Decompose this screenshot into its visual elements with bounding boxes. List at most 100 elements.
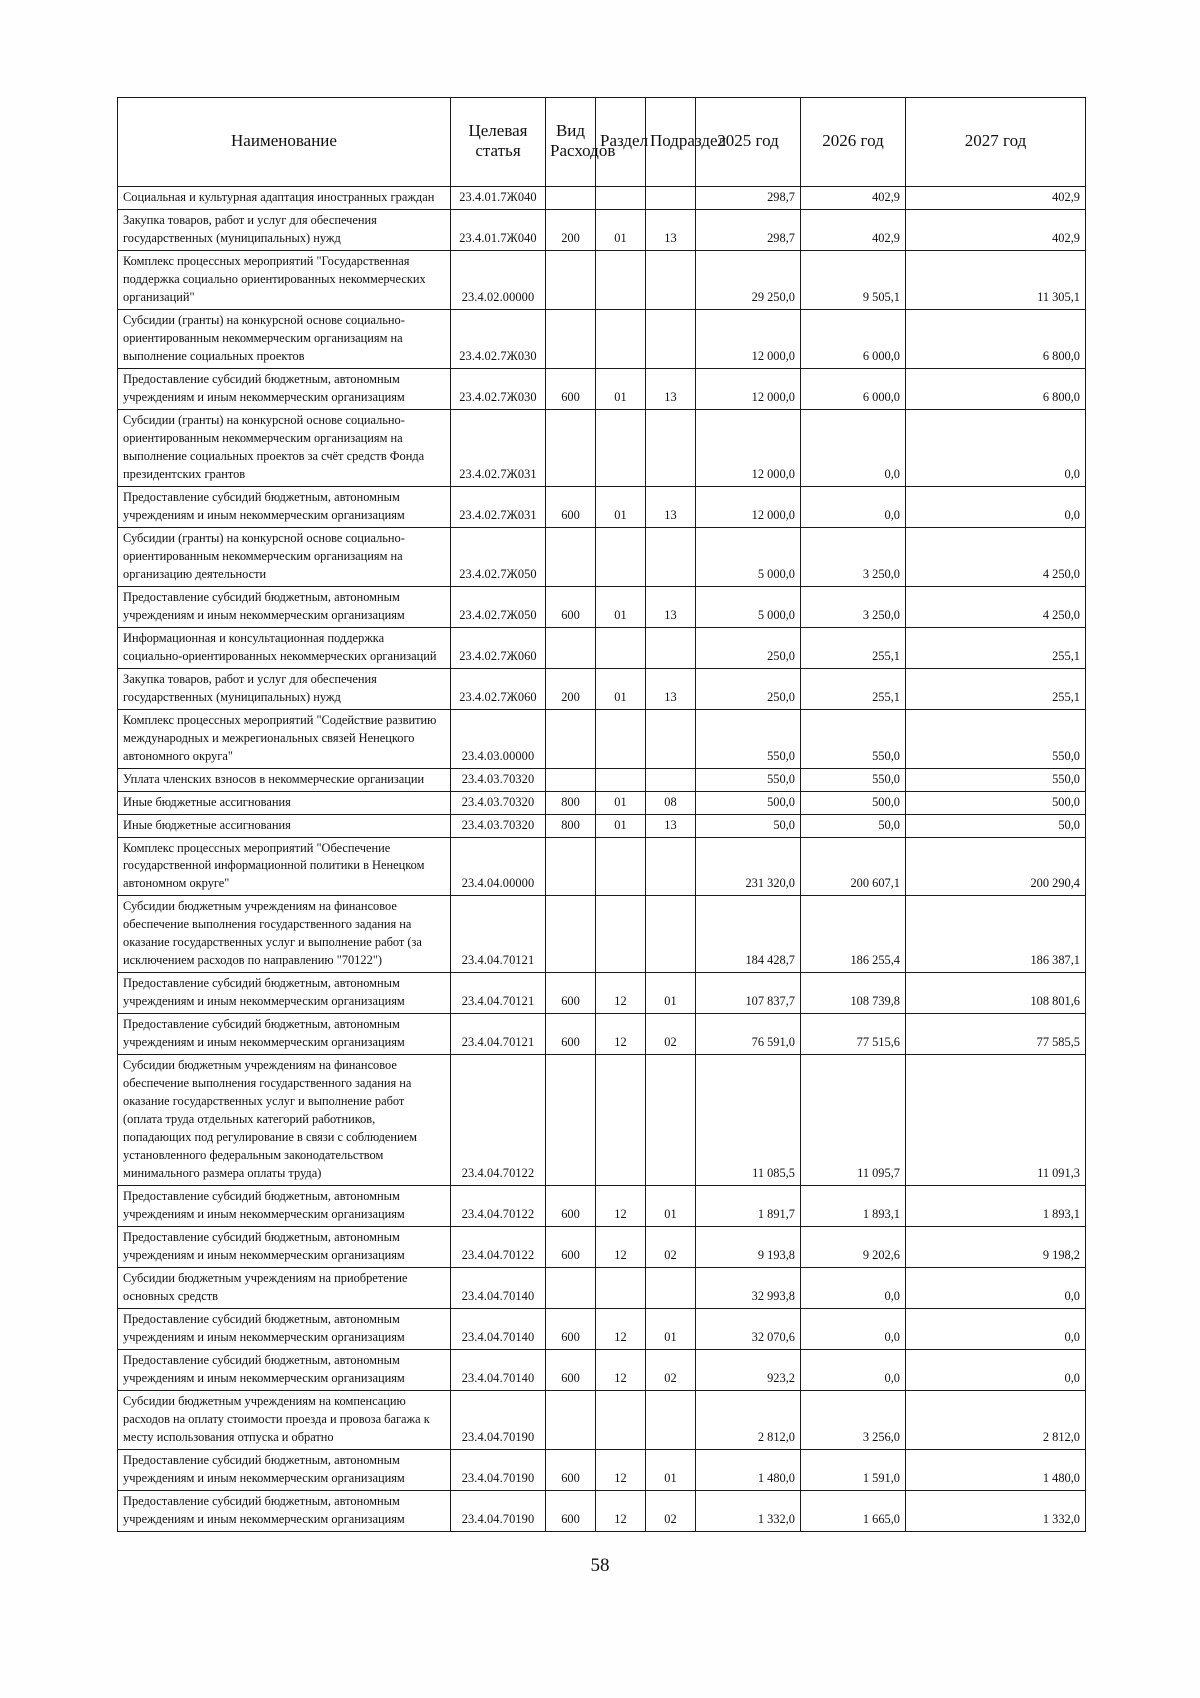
cell-subsection (645, 895, 696, 974)
cell-year-2026: 108 739,8 (800, 972, 906, 1015)
cell-expense-type: 200 (545, 208, 596, 251)
column-header-target-article: Целевая статья (450, 97, 546, 187)
cell-subsection: 08 (645, 790, 696, 815)
cell-subsection (645, 708, 696, 769)
cell-year-2027: 255,1 (905, 667, 1086, 710)
cell-year-2025: 12 000,0 (695, 408, 801, 487)
cell-expense-type: 600 (545, 1308, 596, 1351)
cell-subsection: 02 (645, 1489, 696, 1532)
cell-target-article: 23.4.02.7Ж060 (450, 667, 546, 710)
cell-expense-type (545, 708, 596, 769)
cell-section: 12 (595, 1185, 646, 1228)
table-row: Предоставление субсидий бюджетным, автон… (117, 367, 1086, 410)
cell-target-article: 23.4.02.7Ж050 (450, 585, 546, 628)
cell-target-article: 23.4.04.70140 (450, 1308, 546, 1351)
cell-section: 01 (595, 485, 646, 528)
cell-expense-type: 600 (545, 1349, 596, 1392)
cell-name: Предоставление субсидий бюджетным, автон… (117, 1013, 451, 1056)
cell-subsection: 02 (645, 1013, 696, 1056)
column-header-section: Раздел (595, 97, 648, 187)
cell-target-article: 23.4.04.70121 (450, 1013, 546, 1056)
table-row: Предоставление субсидий бюджетным, автон… (117, 1449, 1086, 1491)
cell-year-2025: 9 193,8 (695, 1226, 801, 1269)
table-row: Информационная и консультационная поддер… (117, 626, 1086, 669)
table-row: Субсидии (гранты) на конкурсной основе с… (117, 526, 1086, 587)
table-row: Социальная и культурная адаптация иностр… (117, 186, 1086, 210)
cell-year-2027: 9 198,2 (905, 1226, 1086, 1269)
table-row: Закупка товаров, работ и услуг для обесп… (117, 667, 1086, 710)
cell-expense-type: 600 (545, 1226, 596, 1269)
cell-name: Предоставление субсидий бюджетным, автон… (117, 485, 451, 528)
table-row: Предоставление субсидий бюджетным, автон… (117, 1185, 1086, 1228)
cell-year-2026: 9 505,1 (800, 249, 906, 310)
table-header-row: Наименование Целевая статья Вид Расходов… (117, 97, 1086, 187)
cell-expense-type (545, 626, 596, 669)
cell-year-2025: 298,7 (695, 208, 801, 251)
cell-year-2025: 5 000,0 (695, 585, 801, 628)
cell-year-2027: 1 332,0 (905, 1489, 1086, 1532)
budget-table: Наименование Целевая статья Вид Расходов… (117, 97, 1086, 1532)
cell-name: Предоставление субсидий бюджетным, автон… (117, 1489, 451, 1532)
cell-year-2027: 186 387,1 (905, 895, 1086, 974)
cell-year-2025: 231 320,0 (695, 836, 801, 897)
cell-subsection (645, 408, 696, 487)
cell-name: Предоставление субсидий бюджетным, автон… (117, 1349, 451, 1392)
cell-year-2025: 11 085,5 (695, 1054, 801, 1187)
table-row: Субсидии бюджетным учреждениям на компен… (117, 1390, 1086, 1451)
table-row: Предоставление субсидий бюджетным, автон… (117, 1013, 1086, 1056)
table-body: Социальная и культурная адаптация иностр… (117, 186, 1086, 1532)
cell-year-2026: 1 893,1 (800, 1185, 906, 1228)
cell-name: Комплекс процессных мероприятий "Обеспеч… (117, 836, 451, 897)
table-row: Субсидии (гранты) на конкурсной основе с… (117, 308, 1086, 369)
cell-year-2025: 29 250,0 (695, 249, 801, 310)
cell-expense-type: 600 (545, 585, 596, 628)
cell-subsection: 13 (645, 367, 696, 410)
cell-subsection (645, 836, 696, 897)
cell-expense-type (545, 767, 596, 792)
cell-name: Закупка товаров, работ и услуг для обесп… (117, 208, 451, 251)
cell-expense-type (545, 836, 596, 897)
cell-target-article: 23.4.01.7Ж040 (450, 208, 546, 251)
cell-target-article: 23.4.04.70122 (450, 1226, 546, 1269)
page-number: 58 (590, 1555, 610, 1576)
cell-target-article: 23.4.04.70122 (450, 1054, 546, 1187)
cell-year-2025: 250,0 (695, 626, 801, 669)
cell-year-2026: 402,9 (800, 208, 906, 251)
cell-expense-type (545, 1054, 596, 1187)
cell-expense-type (545, 186, 596, 210)
cell-year-2025: 550,0 (695, 767, 801, 792)
cell-year-2027: 77 585,5 (905, 1013, 1086, 1056)
cell-year-2026: 3 250,0 (800, 526, 906, 587)
cell-name: Предоставление субсидий бюджетным, автон… (117, 1226, 451, 1269)
cell-year-2026: 0,0 (800, 1267, 906, 1310)
cell-year-2025: 250,0 (695, 667, 801, 710)
cell-section (595, 708, 646, 769)
cell-expense-type (545, 895, 596, 974)
cell-name: Иные бюджетные ассигнования (117, 813, 451, 838)
table-row: Предоставление субсидий бюджетным, автон… (117, 1226, 1086, 1269)
cell-target-article: 23.4.02.7Ж030 (450, 308, 546, 369)
cell-year-2025: 1 480,0 (695, 1449, 801, 1491)
cell-subsection: 02 (645, 1349, 696, 1392)
table-row: Предоставление субсидий бюджетным, автон… (117, 1349, 1086, 1392)
cell-name: Субсидии бюджетным учреждениям на финанс… (117, 895, 451, 974)
cell-year-2026: 77 515,6 (800, 1013, 906, 1056)
cell-name: Предоставление субсидий бюджетным, автон… (117, 1308, 451, 1351)
cell-year-2025: 5 000,0 (695, 526, 801, 587)
cell-target-article: 23.4.04.70140 (450, 1267, 546, 1310)
cell-year-2027: 402,9 (905, 186, 1086, 210)
cell-subsection (645, 1054, 696, 1187)
table-row: Иные бюджетные ассигнования 23.4.03.70320… (117, 813, 1086, 838)
cell-expense-type: 600 (545, 485, 596, 528)
cell-year-2027: 11 305,1 (905, 249, 1086, 310)
column-header-year-2027: 2027 год (905, 97, 1086, 187)
cell-section: 12 (595, 1449, 646, 1491)
cell-subsection (645, 308, 696, 369)
cell-section: 01 (595, 208, 646, 251)
cell-subsection: 01 (645, 1185, 696, 1228)
cell-subsection (645, 1390, 696, 1451)
cell-subsection: 13 (645, 813, 696, 838)
cell-name: Предоставление субсидий бюджетным, автон… (117, 367, 451, 410)
cell-year-2026: 186 255,4 (800, 895, 906, 974)
cell-section (595, 626, 646, 669)
